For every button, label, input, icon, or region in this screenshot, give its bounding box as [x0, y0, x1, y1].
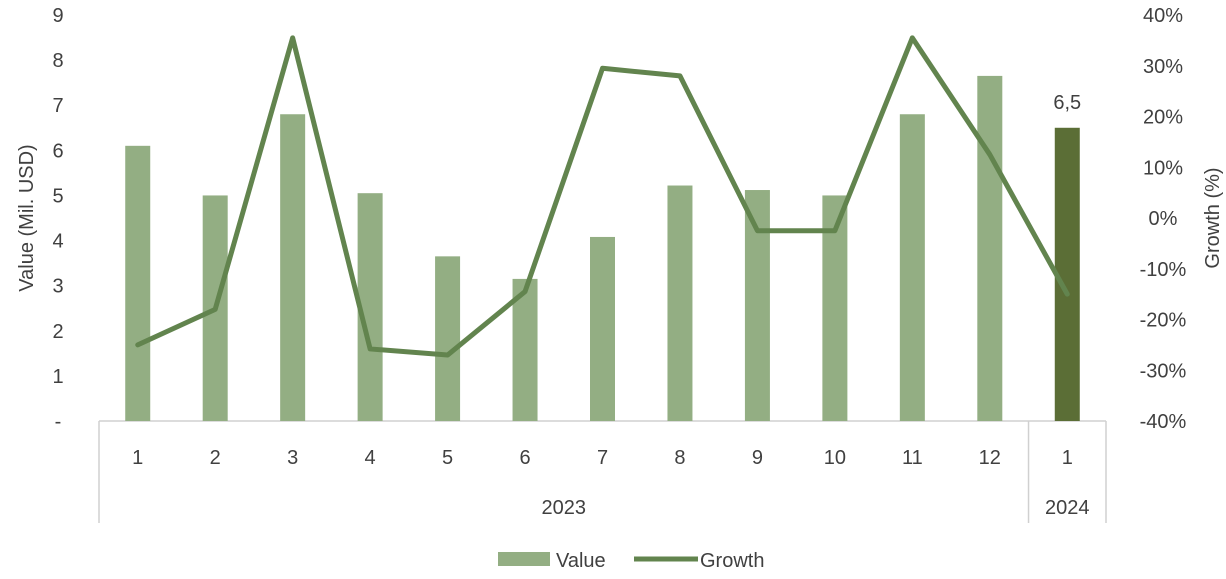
y-tick-label: - — [55, 411, 62, 433]
y2-tick-label: 0% — [1149, 208, 1178, 230]
x-tick-label: 2 — [210, 447, 221, 469]
x-tick-label: 8 — [674, 447, 685, 469]
legend-label-growth: Growth — [700, 550, 764, 572]
y2-tick-label: -20% — [1140, 310, 1187, 332]
x-tick-label: 5 — [442, 447, 453, 469]
x-tick-label: 10 — [824, 447, 846, 469]
labels: -123456789-40%-30%-20%-10%0%10%20%30%40%… — [16, 5, 1224, 519]
value-bar — [590, 237, 615, 421]
y2-tick-label: -10% — [1140, 259, 1187, 281]
x-tick-label: 7 — [597, 447, 608, 469]
legend-label-value: Value — [556, 550, 606, 572]
y2-tick-label: -40% — [1140, 411, 1187, 433]
data-label: 6,5 — [1053, 92, 1081, 114]
x-tick-label: 1 — [132, 447, 143, 469]
y-tick-label: 4 — [52, 231, 63, 253]
x-tick-label: 3 — [287, 447, 298, 469]
x-tick-label: 6 — [519, 447, 530, 469]
y-tick-label: 2 — [52, 321, 63, 343]
x-tick-label: 11 — [902, 447, 923, 469]
value-bar — [745, 190, 770, 421]
y-tick-label: 5 — [52, 185, 63, 207]
group-label: 2024 — [1045, 497, 1090, 519]
value-bar — [977, 76, 1002, 421]
y-tick-label: 7 — [52, 95, 63, 117]
y2-tick-label: 10% — [1143, 157, 1183, 179]
y2-tick-label: -30% — [1140, 360, 1187, 382]
value-bar — [125, 146, 150, 421]
legend-swatch-value — [498, 552, 550, 566]
y2-axis-title: Growth (%) — [1202, 167, 1224, 268]
y-tick-label: 1 — [52, 366, 63, 388]
y-tick-label: 3 — [52, 276, 63, 298]
y-axis-title: Value (Mil. USD) — [16, 144, 38, 291]
x-tick-label: 12 — [979, 447, 1001, 469]
value-bar — [900, 114, 925, 421]
x-tick-label: 1 — [1062, 447, 1073, 469]
group-label: 2023 — [542, 497, 587, 519]
y-tick-label: 6 — [52, 140, 63, 162]
value-bar — [667, 186, 692, 421]
value-bar — [280, 114, 305, 421]
y-tick-label: 8 — [52, 50, 63, 72]
y-tick-label: 9 — [52, 5, 63, 27]
axes — [99, 421, 1106, 523]
legend: Value Growth — [498, 550, 764, 572]
y2-tick-label: 30% — [1143, 56, 1183, 78]
x-tick-label: 9 — [752, 447, 763, 469]
x-tick-label: 4 — [365, 447, 376, 469]
y2-tick-label: 20% — [1143, 107, 1183, 129]
value-bar — [435, 256, 460, 421]
y2-tick-label: 40% — [1143, 5, 1183, 27]
